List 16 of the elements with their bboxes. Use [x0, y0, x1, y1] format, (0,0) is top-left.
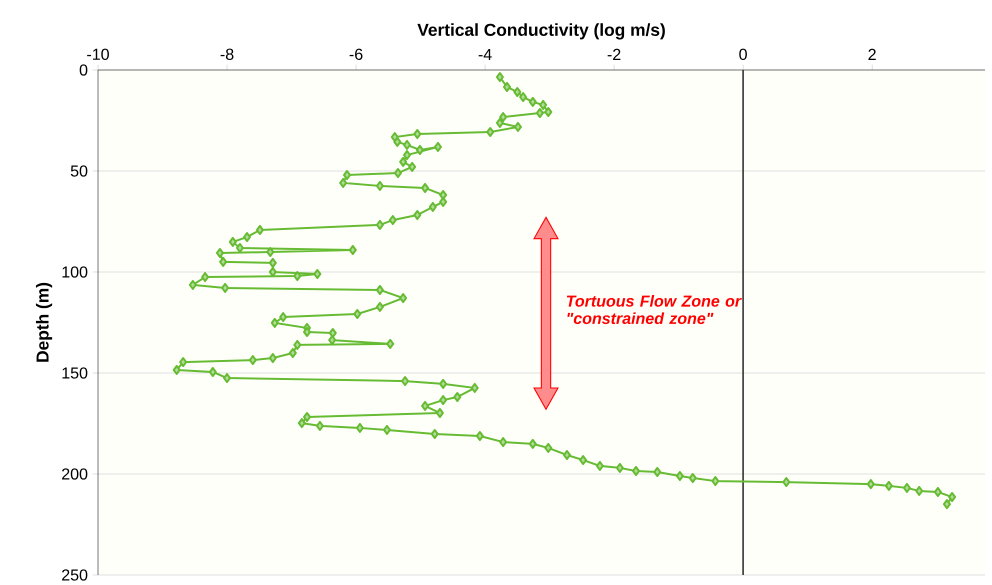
x-tick-label: -8: [220, 48, 234, 60]
x-tick-label: -10: [87, 48, 109, 60]
x-tick-label: 2: [868, 48, 876, 60]
annotation: Tortuous Flow Zone or "constrained zone": [566, 294, 742, 324]
x-axis-title: Vertical Conductivity (log m/s): [417, 23, 665, 40]
x-tick-label: -4: [478, 48, 492, 60]
y-tick-label: 200: [62, 468, 88, 480]
y-tick-label: 100: [62, 266, 88, 278]
x-tick-label: -2: [608, 48, 620, 60]
x-tick-label: 0: [739, 48, 747, 60]
y-tick-label: 150: [62, 367, 88, 379]
y-tick-label: 50: [70, 165, 88, 177]
y-tick-label: 0: [80, 64, 88, 76]
y-tick-label: 250: [62, 569, 88, 581]
y-axis-title: Depth (m): [36, 282, 52, 362]
x-tick-label: -6: [350, 48, 362, 60]
